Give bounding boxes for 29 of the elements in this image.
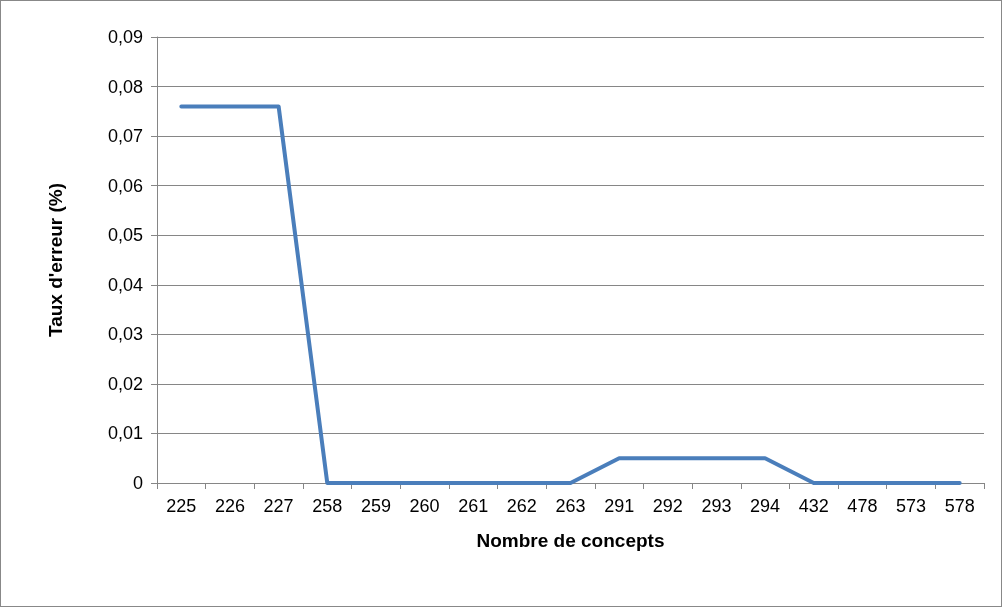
y-tick-label: 0,04 (107, 274, 143, 295)
x-tick-label: 261 (458, 496, 489, 516)
x-tick-label: 260 (409, 496, 440, 516)
x-tick-label: 227 (263, 496, 294, 516)
x-tick-label: 292 (652, 496, 683, 516)
y-tick-label: 0,06 (107, 175, 143, 196)
y-tick-label: 0,01 (107, 423, 143, 444)
x-tick-label: 258 (312, 496, 343, 516)
y-tick-label: 0,08 (107, 76, 143, 97)
y-tick-label: 0,09 (107, 27, 143, 47)
x-tick-label: 291 (604, 496, 635, 516)
y-tick-label: 0,05 (107, 225, 143, 246)
x-tick-label: 263 (555, 496, 586, 516)
y-tick-label: 0,07 (107, 126, 143, 147)
x-tick-label: 259 (360, 496, 391, 516)
x-tick-label: 294 (750, 496, 781, 516)
x-tick-label: 573 (896, 496, 927, 516)
y-tick-label: 0,02 (107, 373, 143, 394)
x-tick-label: 432 (798, 496, 829, 516)
x-tick-label: 578 (944, 496, 975, 516)
x-tick-label: 478 (847, 496, 878, 516)
y-axis-title: Taux d'erreur (%) (45, 182, 66, 338)
y-tick-label: 0,03 (107, 324, 143, 345)
x-tick-label: 225 (166, 496, 197, 516)
y-tick-label: 0 (132, 473, 143, 493)
x-tick-label: 293 (701, 496, 732, 516)
x-tick-label: 262 (506, 496, 537, 516)
x-axis-title: Nombre de concepts (476, 530, 665, 551)
x-tick-label: 226 (214, 496, 245, 516)
